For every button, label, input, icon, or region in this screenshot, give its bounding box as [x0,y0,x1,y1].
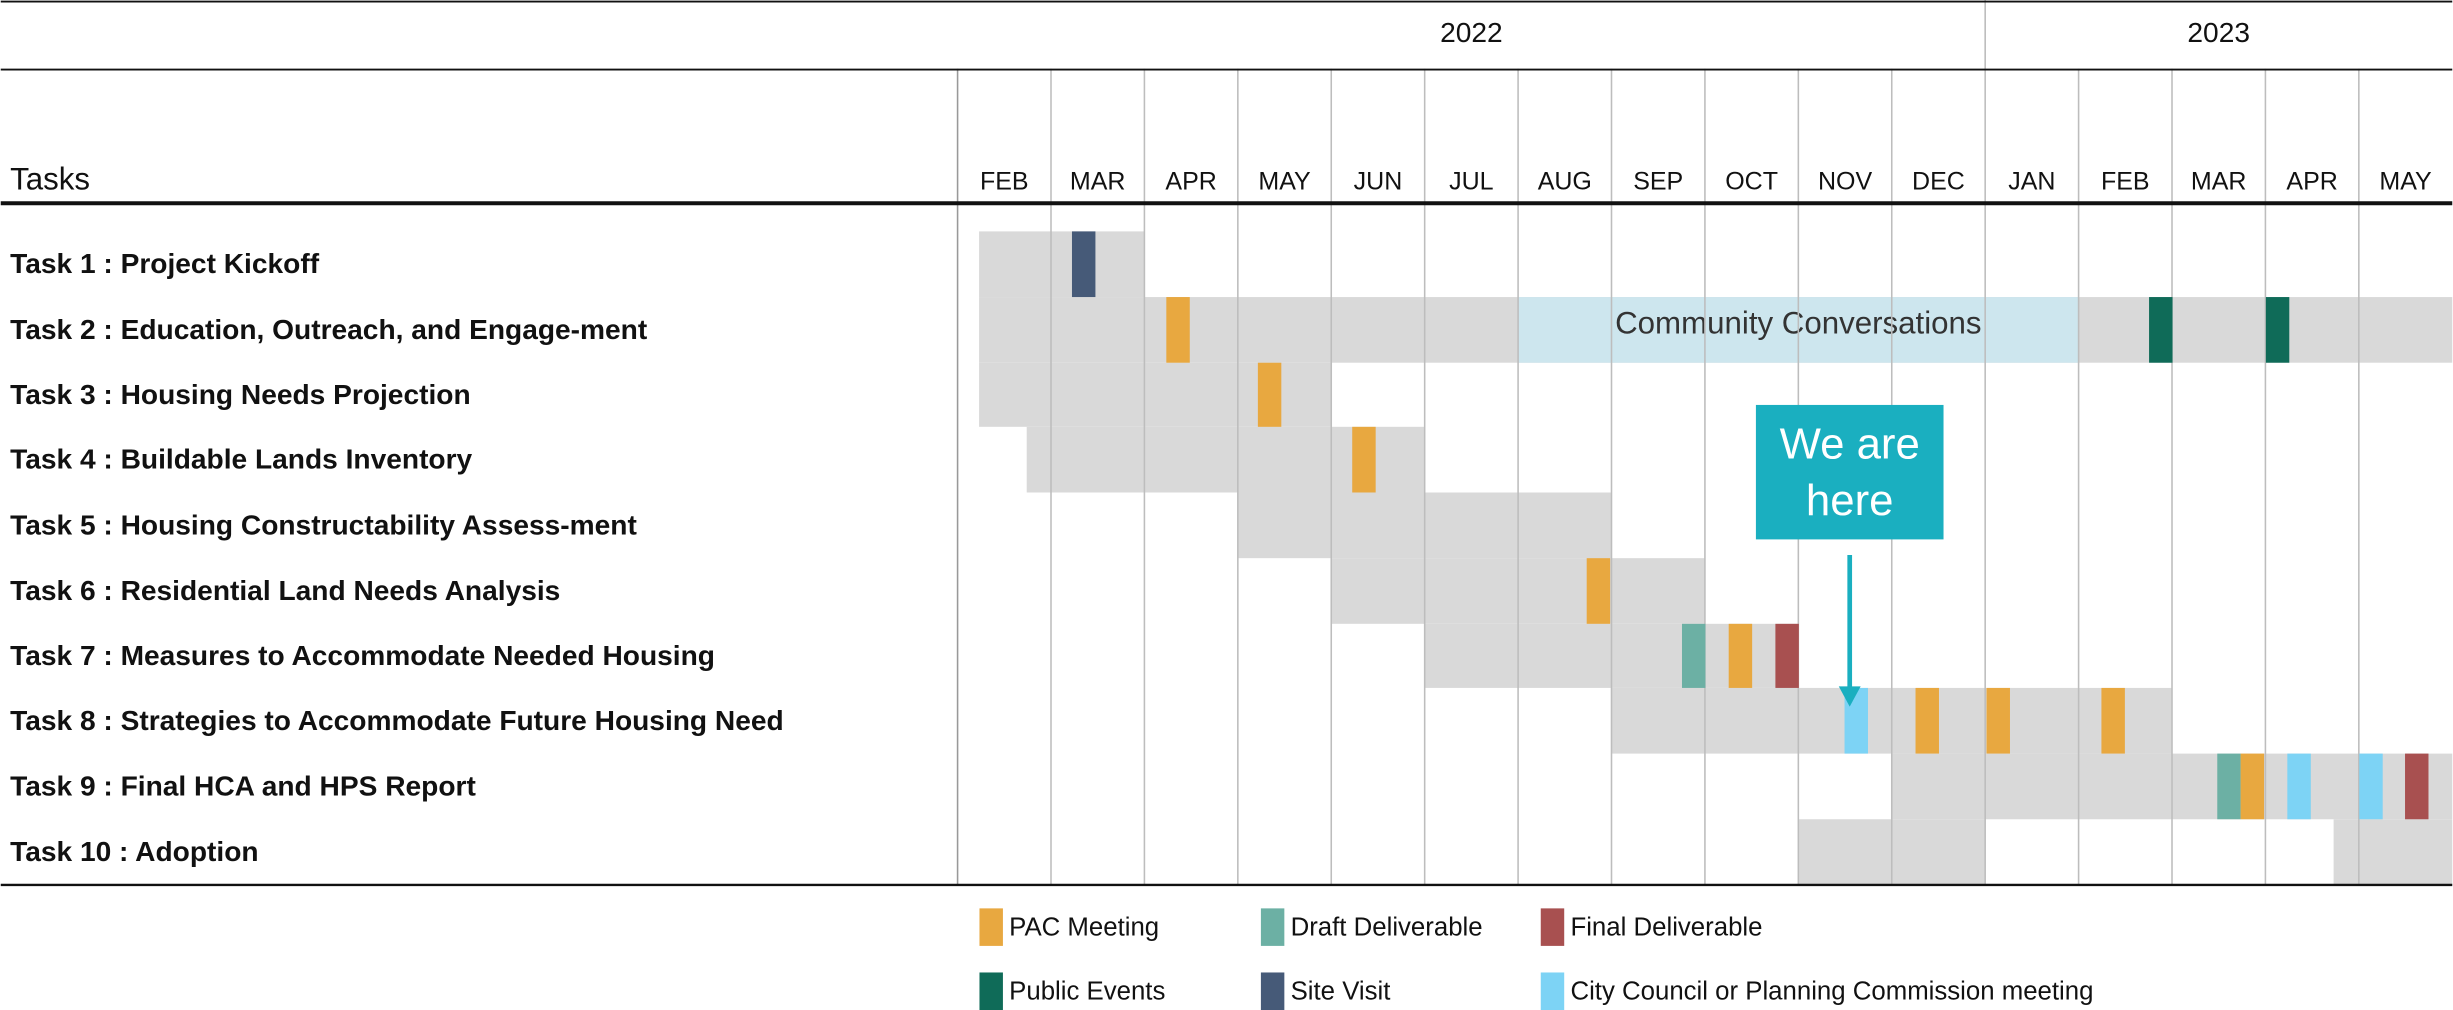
milestone [2265,297,2290,363]
milestone [1166,297,1190,363]
month-label: SEP [1633,168,1683,196]
callout-arrowhead [1838,686,1861,707]
month-label: APR [2286,168,2337,196]
month-label: FEB [2101,168,2150,196]
milestone [2101,687,2125,754]
month-label: MAR [2191,168,2247,196]
milestone [2287,753,2311,820]
legend-swatch [1540,972,1565,1010]
month-label: MAR [1070,168,1126,196]
callout-box [1755,404,1944,540]
milestone [1728,623,1753,688]
milestone [1352,426,1376,493]
month-label: JUN [1354,168,1403,196]
year-label: 2023 [2187,17,2250,48]
month-label: AUG [1538,168,1592,196]
task-label: Task 6 : Residential Land Needs Analysis [10,575,560,606]
task-label: Task 9 : Final HCA and HPS Report [10,770,476,801]
legend-label: Final Deliverable [1570,914,1762,942]
row-header: Tasks [10,162,90,197]
legend-label: Site Visit [1291,978,1391,1006]
month-label: MAY [1258,168,1311,196]
milestone [1986,687,2010,754]
task-label: Task 10 : Adoption [10,836,258,867]
task-label: Task 4 : Buildable Lands Inventory [10,444,472,475]
legend-label: Draft Deliverable [1291,914,1483,942]
callout-text: We are [1780,420,1920,469]
milestone [2217,753,2241,820]
legend-swatch [979,972,1003,1010]
month-label: JUL [1449,168,1494,196]
month-label: APR [1165,168,1216,196]
task-label: Task 8 : Strategies to Accommodate Futur… [10,705,784,736]
legend-swatch [1540,908,1565,946]
milestone [2149,297,2173,363]
month-label: MAY [2379,168,2432,196]
callout-text: here [1806,476,1894,525]
month-label: OCT [1725,168,1778,196]
legend-label: PAC Meeting [1009,914,1159,942]
legend-label: City Council or Planning Commission meet… [1570,978,2093,1006]
task-bar [979,231,1145,298]
legend-swatch [1260,972,1285,1010]
month-label: FEB [980,168,1029,196]
task-label: Task 2 : Education, Outreach, and Engage… [10,314,648,345]
milestone [2240,753,2265,820]
task-label: Task 5 : Housing Constructability Assess… [10,509,637,540]
milestone [2405,753,2429,820]
year-label: 2022 [1440,17,1503,48]
task-label: Task 7 : Measures to Accommodate Needed … [10,640,715,671]
task-label: Task 3 : Housing Needs Projection [10,379,471,410]
milestone [1681,623,1706,688]
task-bar [2333,819,2453,885]
legend-swatch [1260,908,1285,946]
month-label: DEC [1912,168,1965,196]
legend-swatch [979,908,1003,946]
milestone [2359,753,2383,820]
task-label: Task 1 : Project Kickoff [10,248,320,279]
legend-label: Public Events [1009,978,1165,1006]
milestone [1586,558,1611,624]
month-label: NOV [1818,168,1873,196]
milestone [1775,623,1799,688]
milestone [1915,687,1939,754]
milestone [1071,231,1096,298]
month-label: JAN [2008,168,2055,196]
milestone [1257,362,1282,427]
